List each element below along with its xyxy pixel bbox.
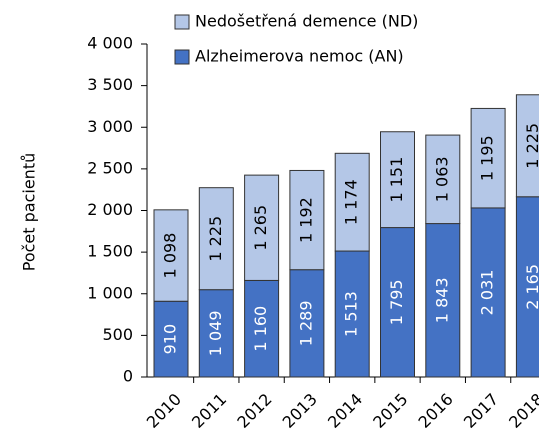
y-tick-label: 500 [102, 325, 133, 344]
legend-label: Alzheimerova nemoc (AN) [195, 47, 404, 66]
value-label: 1 098 [161, 233, 180, 279]
bar-segment [334, 152, 370, 252]
value-label: 1 151 [387, 157, 406, 203]
value-label: 1 192 [296, 197, 315, 243]
x-tick-label: 2018 [505, 390, 539, 432]
bar-segment [380, 131, 415, 229]
value-label: 910 [161, 324, 180, 355]
y-tick-label: 2 500 [87, 158, 133, 177]
bar-segment [334, 250, 370, 378]
bar-segment [470, 107, 506, 209]
y-tick-label: 1 500 [87, 242, 133, 261]
y-axis-label: Počet pacientů [20, 153, 39, 271]
value-label: 1 160 [251, 306, 270, 352]
x-tick-label: 2012 [233, 390, 275, 432]
y-tick-label: 3 000 [87, 117, 133, 136]
y-tick-label: 2 000 [87, 200, 133, 219]
value-label: 1 265 [251, 205, 270, 251]
y-tick-label: 4 000 [87, 34, 133, 53]
x-tick-label: 2011 [188, 390, 230, 432]
x-tick-label: 2015 [369, 390, 411, 432]
bar-segment [244, 279, 280, 378]
x-tick-label: 2013 [279, 390, 321, 432]
bar-segment [425, 134, 461, 225]
value-label: 2 165 [523, 264, 539, 310]
value-label: 1 049 [206, 310, 225, 356]
bar-segment [153, 209, 189, 302]
value-label: 1 225 [523, 123, 539, 169]
bar-segment [289, 269, 325, 378]
x-tick-label: 2016 [415, 390, 457, 432]
value-label: 1 195 [478, 135, 497, 181]
legend-swatch [174, 49, 190, 65]
bar-segment [289, 169, 325, 271]
bar-segment [198, 187, 234, 291]
y-tick-label: 1 000 [87, 283, 133, 302]
x-tick-label: 2017 [460, 390, 502, 432]
bar-segment [515, 94, 539, 198]
value-label: 1 795 [387, 279, 406, 325]
value-label: 1 513 [342, 291, 361, 337]
value-label: 1 843 [432, 277, 451, 323]
bar-segment [425, 223, 461, 378]
x-tick-label: 2010 [143, 390, 185, 432]
value-label: 1 289 [296, 300, 315, 346]
legend-label: Nedošetřená demence (ND) [195, 12, 418, 31]
bar-segment [380, 227, 415, 378]
value-label: 1 174 [342, 179, 361, 225]
value-label: 2 031 [478, 270, 497, 316]
x-tick-label: 2014 [324, 390, 366, 432]
y-tick-label: 0 [123, 367, 133, 386]
value-label: 1 225 [206, 216, 225, 262]
legend-swatch [174, 14, 190, 30]
value-label: 1 063 [432, 156, 451, 202]
bar-segment [244, 174, 280, 281]
y-tick-label: 3 500 [87, 75, 133, 94]
bar-segment [470, 207, 506, 378]
bar-segment [153, 300, 189, 378]
